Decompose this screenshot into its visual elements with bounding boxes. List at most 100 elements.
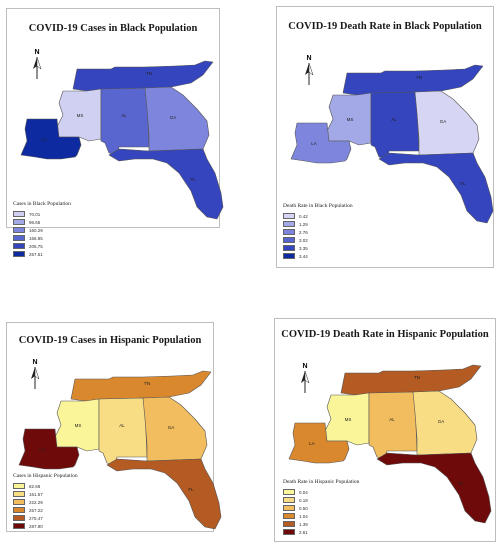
north-arrow-icon: N <box>297 363 313 398</box>
map-panel-hispanic-death-rate: COVID-19 Death Rate in Hispanic Populati… <box>274 318 496 542</box>
legend-value: 161.57 <box>29 491 43 497</box>
state-label-ms: MS <box>347 117 354 122</box>
legend-swatch <box>13 491 25 497</box>
state-label-ms: MS <box>75 423 82 428</box>
legend-title: Death Rate in Hispanic Population <box>283 479 360 485</box>
state-label-ms: MS <box>345 417 352 422</box>
state-label-ga: GA <box>170 115 177 120</box>
legend-item: 257.51 <box>13 250 71 258</box>
state-al <box>368 391 418 460</box>
state-label-fl: FL <box>188 487 194 492</box>
map-title: COVID-19 Cases in Hispanic Population <box>18 335 202 346</box>
map-legend: Cases in Black Population 70.01 96.65 160.… <box>13 201 71 258</box>
legend-swatch <box>13 251 25 257</box>
legend-value: 1.39 <box>299 521 308 527</box>
legend-value: 96.65 <box>29 219 41 225</box>
map-legend: Cases in Hispanic Population 82.68 161.57… <box>13 473 78 530</box>
map-panel-hispanic-cases: COVID-19 Cases in Hispanic Population N … <box>6 322 222 532</box>
legend-swatch <box>283 221 295 227</box>
legend-item: 2.61 <box>283 528 359 536</box>
legend-swatch <box>283 245 295 251</box>
southeast-map: TN MS AL GA LA FL <box>18 370 222 530</box>
state-label-la: LA <box>41 137 47 142</box>
legend-item: 205.75 <box>13 242 71 250</box>
legend-item: 160.29 <box>13 226 71 234</box>
state-la <box>288 422 350 464</box>
legend-item: 3.44 <box>283 252 353 260</box>
legend-value: 257.22 <box>29 507 43 513</box>
legend-swatch <box>283 229 295 235</box>
legend-value: 3.35 <box>299 245 308 251</box>
legend-item: 82.68 <box>13 482 78 490</box>
legend-item: 3.02 <box>283 236 353 244</box>
state-ga <box>144 86 210 152</box>
legend-value: 0.42 <box>299 213 308 219</box>
legend-value: 82.68 <box>29 483 41 489</box>
map-legend: Death Rate in Hispanic Population 0.04 0.… <box>283 479 359 536</box>
state-label-al: AL <box>121 113 127 118</box>
state-label-ga: GA <box>168 425 175 430</box>
legend-swatch <box>283 521 295 527</box>
legend-swatch <box>283 489 295 495</box>
legend-item: 166.85 <box>13 234 71 242</box>
state-tn <box>342 64 484 96</box>
legend-item: 1.29 <box>283 220 353 228</box>
state-label-al: AL <box>391 117 397 122</box>
legend-swatch <box>283 505 295 511</box>
legend-value: 257.51 <box>29 251 43 257</box>
legend-swatch <box>13 235 25 241</box>
legend-value: 205.75 <box>29 243 43 249</box>
north-label: N <box>306 55 312 62</box>
state-la <box>18 428 80 470</box>
southeast-map: TN MS AL GA LA FL <box>288 364 492 524</box>
legend-item: 0.19 <box>283 496 359 504</box>
legend-swatch <box>283 253 295 259</box>
state-label-fl: FL <box>190 177 196 182</box>
state-label-ms: MS <box>77 113 84 118</box>
legend-value: 160.29 <box>29 227 43 233</box>
legend-item: 1.39 <box>283 520 359 528</box>
map-legend: Death Rate in Black Population 0.42 1.29 2… <box>283 203 353 260</box>
legend-item: 70.01 <box>13 210 71 218</box>
state-ga <box>142 396 208 462</box>
state-la <box>20 118 82 160</box>
state-fl <box>108 148 224 220</box>
state-fl <box>106 458 222 530</box>
state-label-al: AL <box>389 417 395 422</box>
state-label-fl: FL <box>460 181 466 186</box>
legend-value: 166.85 <box>29 235 43 241</box>
north-label: N <box>302 363 308 370</box>
legend-swatch <box>13 227 25 233</box>
southeast-map: TN MS AL GA LA FL <box>20 60 224 220</box>
legend-item: 275.47 <box>13 514 78 522</box>
legend-value: 222.29 <box>29 499 43 505</box>
legend-item: 0.04 <box>283 488 359 496</box>
legend-swatch <box>13 483 25 489</box>
legend-value: 275.47 <box>29 515 43 521</box>
north-arrow-icon: N <box>29 49 45 84</box>
legend-swatch <box>283 529 295 535</box>
legend-value: 3.44 <box>299 253 308 259</box>
state-la <box>290 122 352 164</box>
state-label-la: LA <box>309 441 315 446</box>
north-label: N <box>34 49 40 56</box>
legend-swatch <box>13 211 25 217</box>
legend-item: 2.76 <box>283 228 353 236</box>
legend-swatch <box>13 507 25 513</box>
legend-value: 3.02 <box>299 237 308 243</box>
state-label-tn: TN <box>144 381 150 386</box>
state-label-ga: GA <box>440 119 447 124</box>
map-title: COVID-19 Cases in Black Population <box>28 23 198 34</box>
state-label-tn: TN <box>414 375 420 380</box>
legend-value: 0.19 <box>299 497 308 503</box>
legend-item: 161.57 <box>13 490 78 498</box>
state-al <box>98 397 148 466</box>
legend-value: 2.76 <box>299 229 308 235</box>
state-al <box>370 91 420 160</box>
legend-title: Cases in Hispanic Population <box>13 473 78 479</box>
legend-swatch <box>13 243 25 249</box>
map-panel-black-cases: COVID-19 Cases in Black Population N TN M… <box>6 8 224 257</box>
state-fl <box>378 152 494 224</box>
state-ga <box>414 90 480 156</box>
state-label-fl: FL <box>458 481 464 486</box>
